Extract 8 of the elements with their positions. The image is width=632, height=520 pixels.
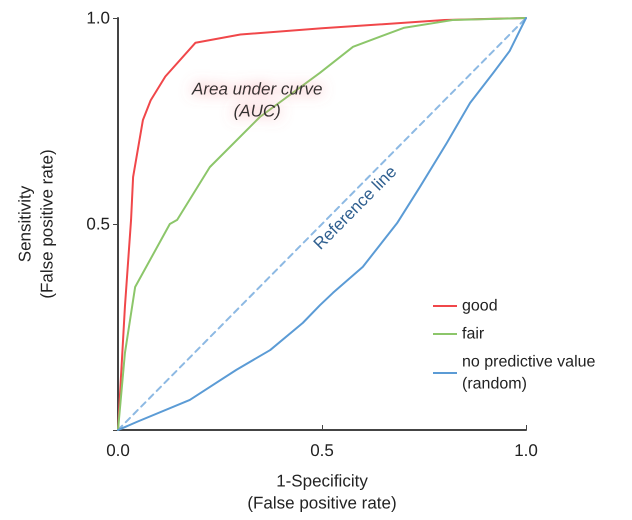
x-tick-label: 0.0	[106, 441, 130, 460]
legend-label: no predictive value (random)	[462, 354, 600, 392]
x-axis-title: 1-Specificity (False positive rate)	[247, 472, 397, 512]
x-tick-label: 1.0	[514, 441, 538, 460]
legend-label: fair	[462, 326, 485, 342]
y-axis-title: Sensitivity (False positive rate)	[16, 149, 56, 299]
x-tick-label: 0.5	[310, 441, 334, 460]
legend-label: good	[462, 298, 498, 314]
